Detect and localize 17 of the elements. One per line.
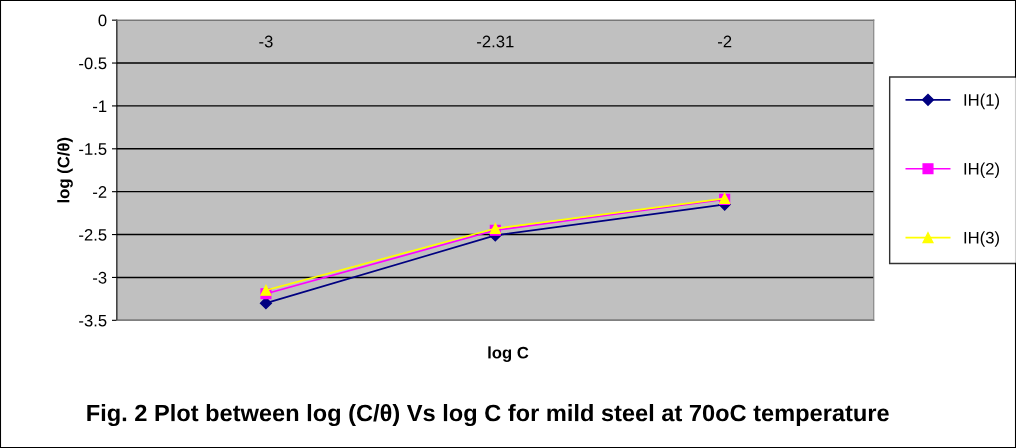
x-tick-label: -2.31: [477, 35, 514, 48]
y-tick-label: -2: [93, 186, 107, 198]
x-tick-label: -2: [718, 35, 732, 48]
y-tick-label: -0.5: [79, 57, 107, 70]
y-tick-label: -2.5: [79, 228, 107, 241]
y-tick-label: 0: [98, 14, 107, 27]
y-tick-label: -3: [93, 271, 107, 284]
text: Fig. 2 Plot between log (C/θ) Vs log C for mild steel at 70oC temperature: [87, 404, 889, 427]
y-tick-label: -1: [93, 100, 107, 112]
x-axis-title: log C: [488, 346, 529, 362]
y-tick-label: -3.5: [79, 314, 107, 327]
legend-label: IH(1): [964, 93, 999, 110]
legend-label: IH(2): [964, 162, 999, 178]
y-axis-title: log (C/θ): [57, 137, 73, 203]
x-tick-label: -3: [259, 35, 273, 48]
legend-label: IH(3): [964, 231, 999, 247]
y-tick-label: -1.5: [79, 143, 107, 155]
